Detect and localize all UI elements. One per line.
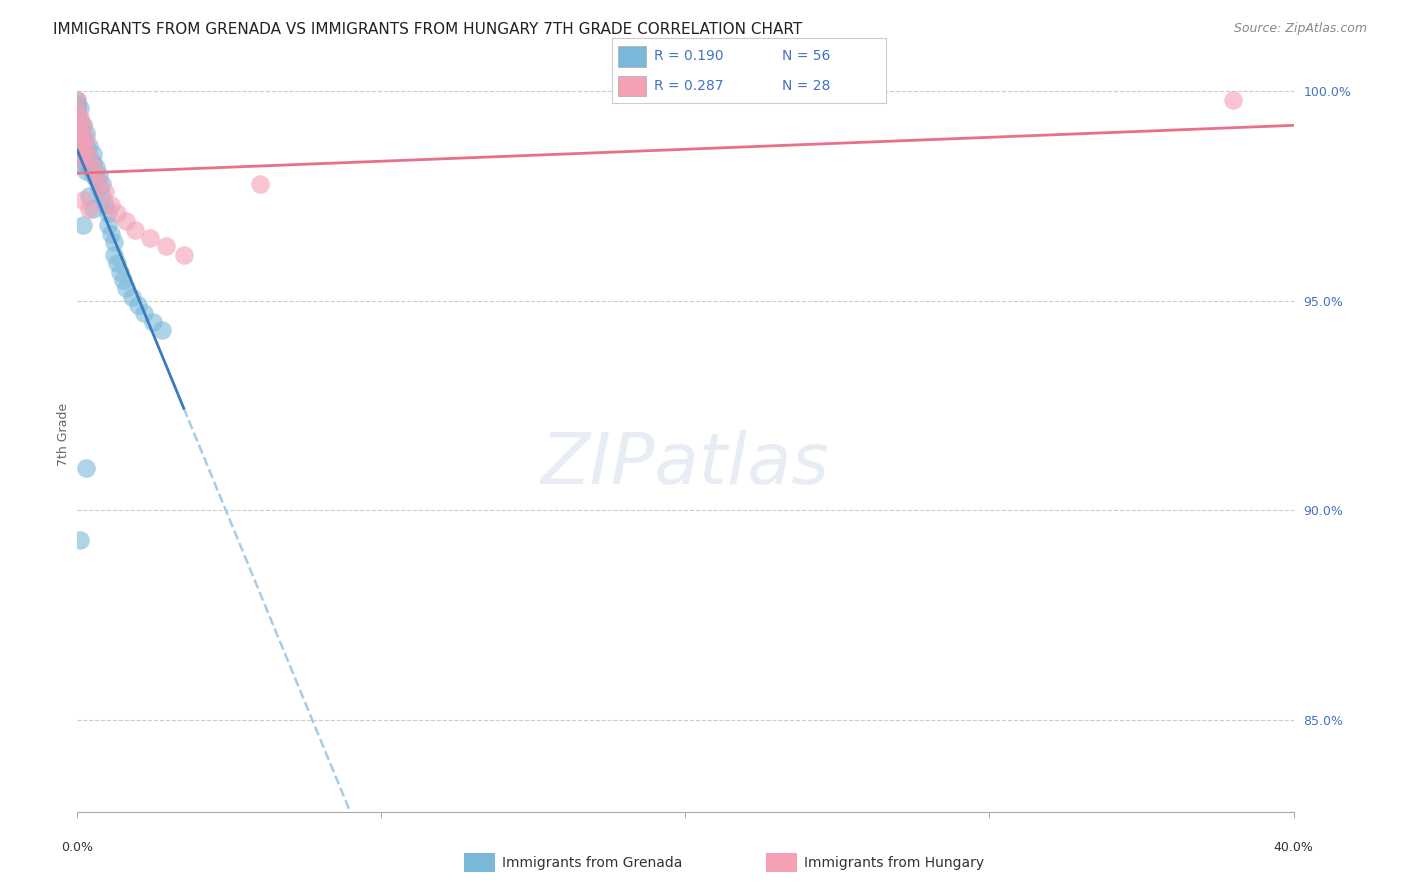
Point — [84, 172, 107, 186]
Point — [66, 105, 89, 120]
Point — [69, 135, 91, 149]
Point — [108, 264, 131, 278]
Point — [72, 194, 94, 208]
Text: Immigrants from Grenada: Immigrants from Grenada — [502, 855, 682, 870]
Text: Immigrants from Hungary: Immigrants from Hungary — [804, 855, 984, 870]
Text: ZIPatlas: ZIPatlas — [541, 431, 830, 500]
Point — [75, 155, 97, 169]
Point — [69, 152, 91, 166]
Point — [87, 168, 110, 182]
Point — [66, 97, 89, 112]
Y-axis label: 7th Grade: 7th Grade — [58, 403, 70, 467]
Point — [75, 147, 97, 161]
Point — [82, 168, 104, 182]
Point — [152, 323, 174, 337]
Point — [93, 197, 115, 211]
Point — [79, 202, 101, 216]
Point — [66, 93, 89, 107]
Point — [97, 206, 120, 220]
Point — [249, 177, 271, 191]
Point — [75, 127, 97, 141]
Point — [66, 122, 89, 136]
Text: N = 56: N = 56 — [782, 49, 830, 63]
Bar — [619, 76, 645, 96]
Point — [72, 147, 94, 161]
Point — [66, 101, 89, 115]
Point — [155, 239, 177, 253]
Point — [97, 219, 120, 233]
Point — [69, 122, 91, 136]
Point — [75, 130, 97, 145]
Point — [72, 118, 94, 132]
Text: 40.0%: 40.0% — [1274, 841, 1313, 854]
Point — [111, 273, 134, 287]
Text: R = 0.287: R = 0.287 — [654, 78, 724, 93]
Point — [72, 147, 94, 161]
Point — [105, 206, 128, 220]
Point — [105, 256, 128, 270]
Text: IMMIGRANTS FROM GRENADA VS IMMIGRANTS FROM HUNGARY 7TH GRADE CORRELATION CHART: IMMIGRANTS FROM GRENADA VS IMMIGRANTS FR… — [53, 22, 803, 37]
Point — [75, 164, 97, 178]
Point — [79, 152, 101, 166]
Point — [142, 315, 165, 329]
Text: R = 0.190: R = 0.190 — [654, 49, 724, 63]
Point — [66, 113, 89, 128]
Point — [69, 135, 91, 149]
Text: N = 28: N = 28 — [782, 78, 830, 93]
Point — [72, 135, 94, 149]
Point — [84, 160, 107, 174]
Point — [90, 189, 112, 203]
Point — [84, 168, 107, 182]
Text: Source: ZipAtlas.com: Source: ZipAtlas.com — [1233, 22, 1367, 36]
Point — [69, 152, 91, 166]
Point — [79, 160, 101, 174]
Point — [100, 197, 122, 211]
Point — [139, 231, 162, 245]
Point — [127, 298, 149, 312]
Point — [115, 214, 138, 228]
Point — [82, 155, 104, 169]
Point — [115, 281, 138, 295]
Point — [72, 139, 94, 153]
Point — [79, 189, 101, 203]
Point — [69, 122, 91, 136]
Point — [121, 290, 143, 304]
Point — [75, 139, 97, 153]
Point — [66, 110, 89, 124]
Point — [87, 181, 110, 195]
Point — [173, 248, 195, 262]
Point — [72, 130, 94, 145]
Point — [69, 101, 91, 115]
Point — [100, 227, 122, 241]
Point — [66, 135, 89, 149]
Point — [134, 306, 156, 320]
Point — [1222, 93, 1244, 107]
Point — [82, 147, 104, 161]
Point — [75, 461, 97, 475]
Point — [66, 93, 89, 107]
Point — [72, 219, 94, 233]
Point — [124, 222, 146, 236]
Point — [75, 143, 97, 157]
Point — [69, 533, 91, 547]
Point — [93, 185, 115, 199]
Point — [79, 139, 101, 153]
Point — [72, 155, 94, 169]
Point — [103, 248, 125, 262]
Point — [87, 177, 110, 191]
Point — [66, 122, 89, 136]
Point — [82, 160, 104, 174]
Point — [79, 152, 101, 166]
Point — [72, 118, 94, 132]
Point — [69, 143, 91, 157]
Point — [69, 113, 91, 128]
Point — [103, 235, 125, 250]
Bar — [619, 46, 645, 67]
Point — [82, 202, 104, 216]
Point — [69, 110, 91, 124]
Point — [90, 177, 112, 191]
Text: 0.0%: 0.0% — [62, 841, 93, 854]
Point — [66, 127, 89, 141]
